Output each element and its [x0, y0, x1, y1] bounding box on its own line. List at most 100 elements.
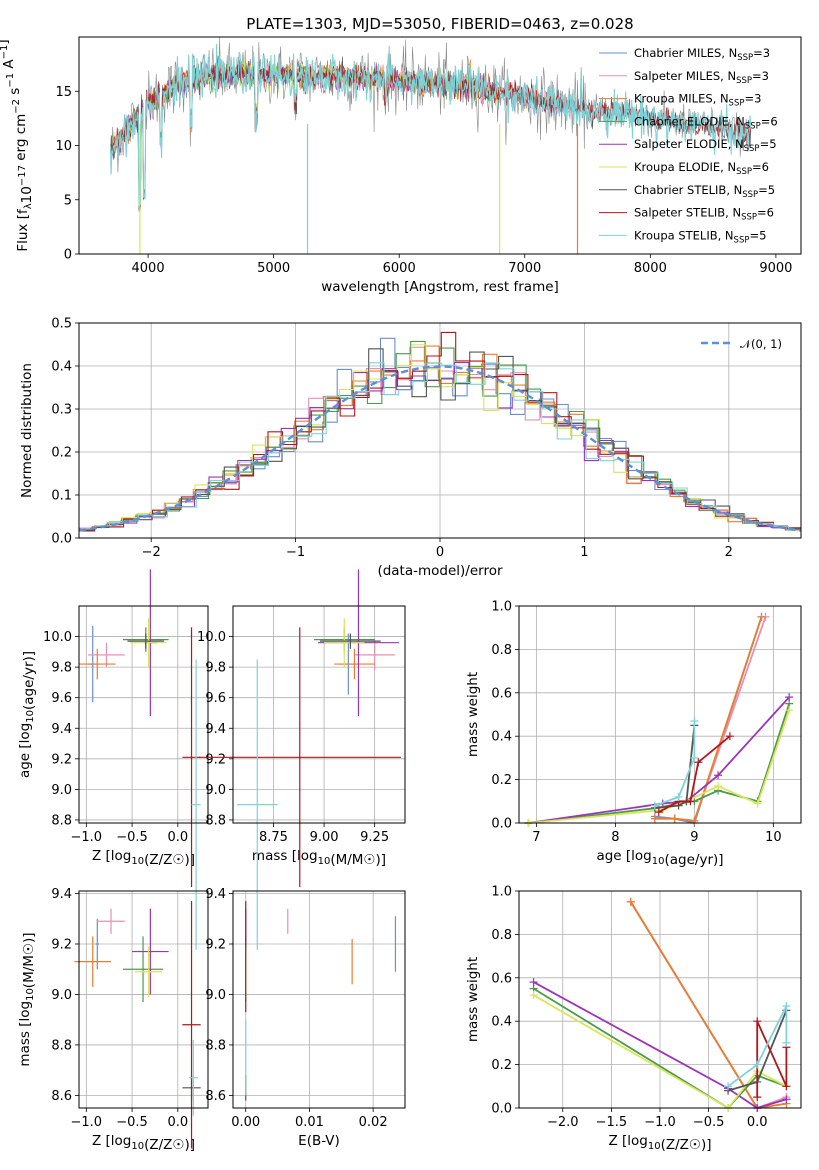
legend-text: Salpeter ELODIE, N — [634, 137, 744, 151]
y-tick-label: 9.2 — [205, 752, 226, 767]
y-tick-label: 0.0 — [491, 1102, 512, 1117]
y-tick-label: 5 — [64, 193, 72, 208]
axes-frame — [78, 890, 209, 1109]
y-tick-label: 9.8 — [51, 661, 72, 676]
label-part: s — [7, 88, 23, 99]
axes-frame — [232, 605, 406, 824]
label-part: (Z/Z☉)] — [144, 852, 195, 868]
x-tick-label: −1.0 — [644, 1115, 676, 1130]
x-tick-label: 4000 — [132, 261, 165, 276]
x-tick-label: 9000 — [759, 261, 792, 276]
y-tick-label: 1.0 — [491, 600, 512, 615]
legend-sub: SSP — [737, 53, 753, 63]
y-tick-label: 9.0 — [51, 988, 72, 1003]
label-part: erg cm — [13, 114, 29, 165]
x-tick-label: −1.0 — [71, 830, 103, 845]
weight-marker — [724, 1082, 733, 1091]
legend-text: =5 — [749, 228, 766, 242]
weight-marker — [650, 814, 659, 823]
x-tick-label: 1 — [580, 545, 588, 560]
y-tick-label: 8.6 — [51, 1089, 72, 1104]
legend-text: Salpeter MILES, N — [634, 69, 736, 83]
legend-text: Salpeter STELIB, N — [634, 206, 741, 220]
x-tick-label: −2.0 — [547, 1115, 579, 1130]
normal-curve — [79, 365, 801, 532]
errorbars-mass_vs_Z — [74, 901, 201, 1149]
axes-frame — [518, 605, 802, 824]
weight-marker — [626, 897, 635, 906]
legend-text: Chabrier STELIB, N — [634, 183, 742, 197]
y-tick-label: 1.0 — [491, 885, 512, 900]
axes-mass_vs_ebv: 0.00 0.01 0.02 8.6 8.8 9.0 9.2 9.4 E(B-V) — [205, 887, 405, 1149]
y-tick-label: 0.8 — [491, 643, 512, 658]
weight-marker — [650, 801, 659, 810]
label-sub: 10 — [648, 1141, 661, 1152]
label-part: Z [ — [92, 1133, 111, 1149]
label-sub: 10 — [318, 856, 331, 867]
label-sub: 10 — [652, 856, 665, 867]
x-axis-label: Z [log10(Z/Z☉)] — [92, 848, 195, 868]
y-tick-label: 0.6 — [491, 971, 512, 986]
axes-weight_vs_Z: −2.0 −1.5 −1.0 −0.5 0.0 0.0 0.2 0.4 0.6 0.8 1.0 Z [… — [465, 885, 801, 1153]
axes-frame — [232, 890, 406, 1109]
label-part: log — [111, 1133, 132, 1149]
weight-marker — [690, 717, 699, 726]
weight-marker — [725, 732, 734, 741]
weight-line — [533, 981, 787, 1109]
x-tick-label: −1 — [286, 545, 305, 560]
histogram-step — [80, 362, 801, 531]
y-tick-label: 0.2 — [491, 1058, 512, 1073]
legend-sub: SSP — [736, 167, 752, 177]
model-spectrum — [109, 43, 752, 207]
weight-marker — [714, 782, 723, 791]
legend-sub: SSP — [742, 190, 758, 200]
legend-label: Salpeter MILES, NSSP=3 — [634, 69, 769, 86]
y-tick-label: 8.8 — [51, 813, 72, 828]
y-tick-label: 0.6 — [491, 686, 512, 701]
label-sup: −2 — [11, 99, 22, 114]
label-part: mass [ — [252, 848, 297, 864]
x-tick-label: 0.00 — [231, 1115, 260, 1130]
legend-text: Chabrier MILES, N — [634, 46, 737, 60]
label-part: age [ — [17, 743, 33, 778]
label-part: log — [17, 723, 33, 744]
y-axis-label: age [log10(age/yr)] — [17, 651, 37, 778]
y-tick-label: 0.4 — [51, 360, 72, 375]
axes-frame — [78, 36, 802, 255]
y-axis-label: mass weight — [465, 672, 481, 757]
label-part: 10 — [19, 186, 35, 203]
errorbars-age_vs_Z — [79, 569, 201, 950]
weight-line — [533, 987, 787, 1110]
y-tick-label: 0.3 — [51, 403, 72, 418]
legend-text: =6 — [752, 160, 769, 174]
legend-text: Kroupa MILES, N — [634, 92, 729, 106]
weight-marker — [690, 753, 699, 762]
label-sub: 10 — [131, 1141, 144, 1152]
x-tick-label: −1.0 — [71, 1115, 103, 1130]
x-tick-label: 7 — [532, 830, 540, 845]
label-part: Flux [f — [15, 208, 31, 252]
x-tick-label: 2 — [725, 545, 733, 560]
legend-text: Kroupa STELIB, N — [634, 228, 734, 242]
label-part: log — [627, 1133, 648, 1149]
axes-mass_vs_Z: −1.0 −0.5 0.08.68.89.09.29.4Z [log10(Z/Z☉)… — [17, 887, 208, 1153]
legend-label: Salpeter ELODIE, NSSP=5 — [634, 137, 777, 154]
legend-label: Chabrier MILES, NSSP=3 — [634, 46, 770, 63]
weight-marker — [694, 758, 703, 767]
y-tick-label: 9.0 — [51, 783, 72, 798]
histogram-step — [79, 340, 801, 531]
weight-line — [727, 1005, 788, 1088]
label-part: log — [17, 1001, 33, 1022]
legend-text: Kroupa ELODIE, N — [634, 160, 736, 174]
legend-sub: SSP — [729, 99, 745, 109]
label-part: Normed distribution — [19, 363, 35, 498]
y-tick-label: 10.0 — [43, 630, 72, 645]
y-tick-label: 0.8 — [491, 928, 512, 943]
weight-line — [654, 725, 696, 809]
x-tick-label: 6000 — [383, 261, 416, 276]
legend-label: Kroupa STELIB, NSSP=5 — [634, 228, 766, 245]
x-tick-label: 0 — [436, 545, 444, 560]
x-tick-label: 8.75 — [259, 830, 288, 845]
